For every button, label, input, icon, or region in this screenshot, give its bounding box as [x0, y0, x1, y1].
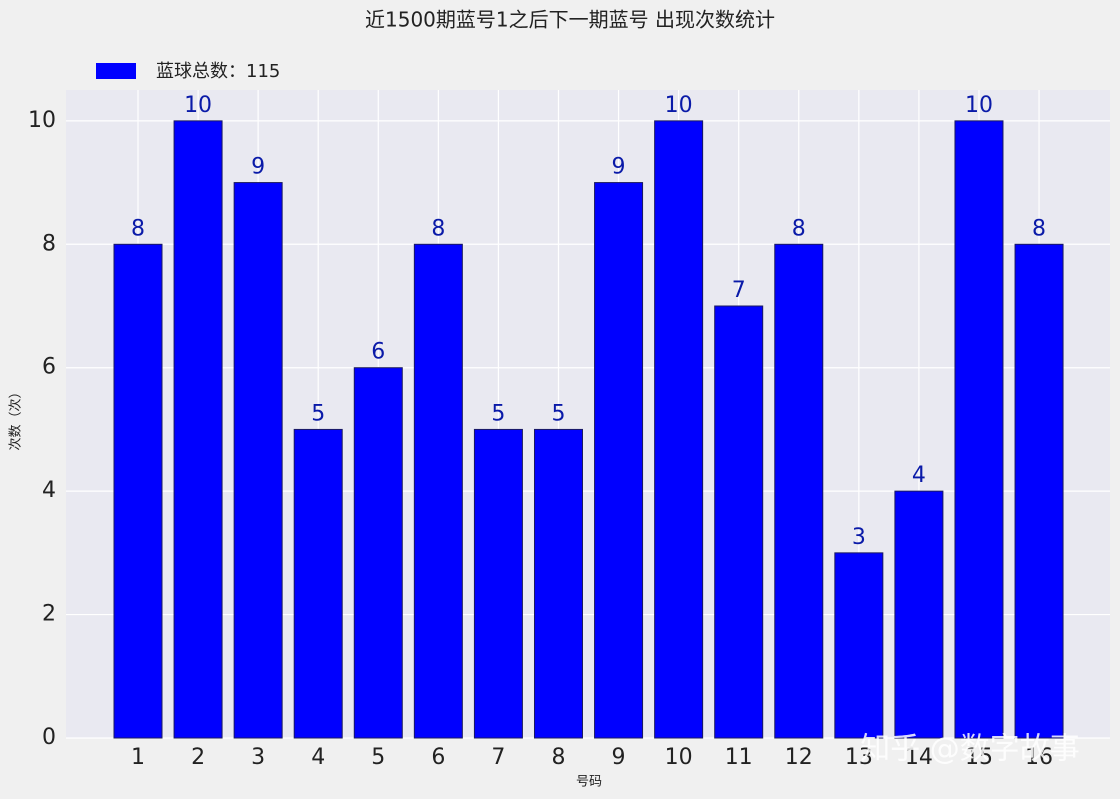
data-label: 5	[551, 401, 565, 426]
legend-swatch	[96, 63, 136, 79]
y-tick-label: 10	[28, 108, 56, 133]
y-axis-label: 次数（次）	[8, 385, 24, 450]
bar	[233, 182, 283, 739]
data-label: 9	[251, 155, 265, 180]
bar	[834, 552, 884, 739]
legend-label: 蓝球总数：115	[156, 61, 280, 82]
y-tick-label: 4	[42, 478, 56, 503]
data-label: 5	[311, 401, 325, 426]
y-tick-label: 0	[42, 725, 56, 750]
data-label: 5	[491, 401, 505, 426]
data-label: 3	[852, 525, 866, 550]
bar	[173, 120, 223, 739]
y-tick-label: 8	[42, 231, 56, 256]
x-tick-label: 9	[612, 745, 626, 770]
bar	[654, 120, 704, 739]
watermark: 知乎 @数字故事	[860, 732, 1080, 767]
x-tick-label: 8	[551, 745, 565, 770]
x-tick-label: 16	[1025, 745, 1053, 770]
bar	[774, 243, 824, 739]
y-tick-label: 6	[42, 355, 56, 380]
data-label: 6	[371, 340, 385, 365]
bar	[594, 182, 644, 739]
x-axis-label: 号码	[576, 775, 602, 790]
data-label: 8	[1032, 216, 1046, 241]
x-tick-label: 15	[965, 745, 993, 770]
x-tick-label: 6	[431, 745, 445, 770]
chart-title: 近1500期蓝号1之后下一期蓝号 出现次数统计	[365, 8, 775, 32]
x-tick-label: 2	[191, 745, 205, 770]
x-tick-label: 5	[371, 745, 385, 770]
data-label: 10	[965, 93, 993, 118]
plot-area	[66, 90, 1110, 738]
data-label: 10	[665, 93, 693, 118]
data-label: 8	[431, 216, 445, 241]
data-label: 8	[131, 216, 145, 241]
bar	[293, 428, 343, 739]
x-tick-label: 11	[725, 745, 753, 770]
bar	[533, 428, 583, 739]
x-tick-label: 3	[251, 745, 265, 770]
bar	[413, 243, 463, 739]
bar	[714, 305, 764, 739]
bar	[954, 120, 1004, 739]
bar	[894, 490, 944, 739]
y-tick-label: 2	[42, 602, 56, 627]
x-tick-label: 14	[905, 745, 933, 770]
x-tick-label: 12	[785, 745, 813, 770]
x-tick-label: 7	[491, 745, 505, 770]
bar	[1014, 243, 1064, 739]
x-tick-label: 13	[845, 745, 873, 770]
x-tick-label: 1	[131, 745, 145, 770]
data-label: 9	[612, 155, 626, 180]
marks: 8 10 9 5 6 8 5 5 9 10 7 8 3 4 10 8	[113, 93, 1064, 739]
data-label: 4	[912, 463, 926, 488]
x-tick-label: 4	[311, 745, 325, 770]
x-tick-label: 10	[665, 745, 693, 770]
bar	[113, 243, 163, 739]
data-label: 7	[732, 278, 746, 303]
data-label: 8	[792, 216, 806, 241]
data-label: 10	[184, 93, 212, 118]
bar	[473, 428, 523, 739]
bar	[353, 367, 403, 739]
